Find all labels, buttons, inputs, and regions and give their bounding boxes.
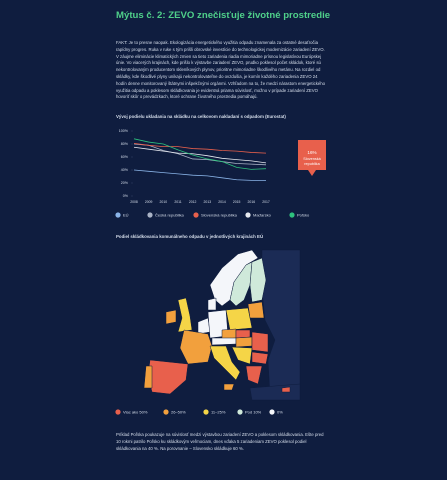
map-region bbox=[249, 257, 267, 303]
legend-swatch bbox=[237, 409, 243, 415]
legend-swatch bbox=[203, 409, 209, 415]
legend-swatch bbox=[147, 212, 153, 218]
map-region bbox=[261, 249, 301, 401]
annotation-text: republika bbox=[304, 162, 320, 166]
map-region bbox=[207, 297, 217, 311]
legend-label: Maďarsko bbox=[253, 213, 272, 218]
legend-label: 11–25% bbox=[211, 410, 226, 415]
map-region bbox=[251, 331, 269, 353]
y-tick-label: 80% bbox=[121, 142, 129, 146]
series-line bbox=[133, 146, 267, 164]
legend-swatch bbox=[245, 212, 251, 218]
legend-label: EÚ bbox=[123, 213, 129, 218]
legend-swatch bbox=[115, 409, 121, 415]
x-tick-label: 2008 bbox=[130, 200, 138, 204]
series-line bbox=[133, 143, 267, 166]
x-tick-label: 2015 bbox=[233, 200, 241, 204]
map-region bbox=[147, 359, 189, 395]
y-tick-label: 40% bbox=[121, 168, 129, 172]
map-region bbox=[179, 329, 213, 365]
x-tick-label: 2010 bbox=[160, 200, 168, 204]
map-region bbox=[231, 346, 253, 365]
map-region bbox=[281, 386, 291, 393]
x-tick-label: 2013 bbox=[204, 200, 212, 204]
map-region bbox=[225, 307, 253, 331]
annotation-box bbox=[298, 140, 326, 176]
annotation-text: 16% bbox=[307, 150, 316, 155]
map-region bbox=[165, 309, 177, 325]
annotation-text: Slovenská bbox=[303, 157, 321, 161]
x-tick-label: 2012 bbox=[189, 200, 197, 204]
x-tick-label: 2017 bbox=[262, 200, 270, 204]
series-line bbox=[133, 142, 267, 154]
intro-paragraph: FAKT: Je to presne naopak. Ekologizácia … bbox=[116, 40, 326, 100]
legend-swatch bbox=[163, 409, 169, 415]
map-region bbox=[249, 383, 301, 401]
footnote: Príklad Poľska poukazuje na súvislosť me… bbox=[116, 432, 324, 451]
legend-swatch bbox=[115, 212, 121, 218]
chart-title: Vývoj podielu ukladania na skládku na ce… bbox=[116, 114, 286, 119]
legend-swatch bbox=[269, 409, 275, 415]
x-tick-label: 2009 bbox=[145, 200, 153, 204]
series-line bbox=[133, 169, 266, 181]
legend-swatch bbox=[289, 212, 295, 218]
x-tick-label: 2011 bbox=[174, 200, 181, 204]
page-title: Mýtus č. 2: ZEVO znečisťuje životné pros… bbox=[116, 10, 331, 21]
map bbox=[143, 249, 301, 401]
map-region bbox=[247, 301, 265, 319]
legend-label: Slovenská republika bbox=[201, 213, 238, 218]
legend-label: 0% bbox=[277, 410, 283, 415]
legend-label: Česká republika bbox=[155, 213, 184, 218]
y-tick-label: 100% bbox=[119, 129, 129, 133]
legend-label: Poľsko bbox=[297, 213, 310, 218]
legend-swatch bbox=[193, 212, 199, 218]
map-region bbox=[251, 351, 269, 365]
map-region bbox=[177, 297, 193, 333]
legend-label: Pod 10% bbox=[245, 410, 262, 415]
map-region bbox=[197, 317, 211, 335]
map-region bbox=[235, 329, 251, 339]
y-tick-label: 0% bbox=[123, 194, 129, 198]
map-region bbox=[245, 365, 263, 385]
legend-label: Viac ako 50% bbox=[123, 410, 148, 415]
map-title: Podiel skládkovania komunálneho odpadu v… bbox=[116, 234, 263, 239]
map-region bbox=[209, 345, 241, 381]
map-region bbox=[143, 365, 153, 389]
legend-label: 26–50% bbox=[171, 410, 186, 415]
series-line bbox=[133, 138, 267, 170]
map-region bbox=[223, 383, 235, 391]
map-region bbox=[209, 249, 259, 307]
x-tick-label: 2014 bbox=[218, 200, 226, 204]
map-region bbox=[235, 336, 253, 348]
annotation: 16% Slovenská republika bbox=[298, 140, 326, 176]
map-region bbox=[221, 328, 237, 340]
y-tick-label: 20% bbox=[121, 181, 129, 185]
y-tick-label: 60% bbox=[121, 155, 129, 159]
map-region bbox=[211, 337, 237, 346]
x-tick-label: 2016 bbox=[248, 200, 256, 204]
